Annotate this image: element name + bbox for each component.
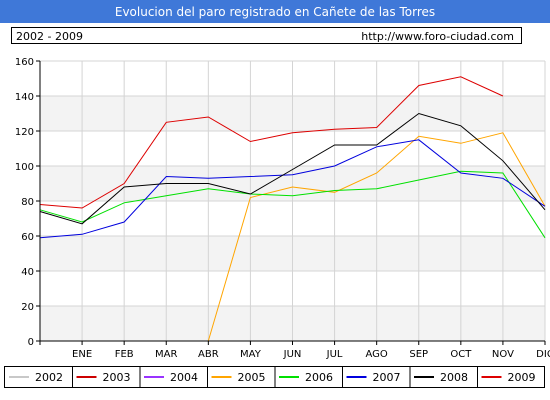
y-tick-label: 20	[21, 302, 34, 313]
x-tick-label: JUN	[283, 349, 302, 360]
y-tick-label: 160	[15, 57, 34, 68]
legend-label-2005: 2005	[238, 371, 266, 384]
legend: 2002 2003 2004 2005 2006 2007 2008 2009	[9, 367, 536, 387]
grid-lines	[40, 60, 546, 341]
x-tick-label: FEB	[115, 349, 134, 360]
series-line-2009	[39, 76, 504, 209]
y-tick-label: 120	[15, 127, 34, 138]
x-tick-label: ENE	[72, 349, 92, 360]
x-tick-label: SEP	[409, 349, 428, 360]
series-line-2006	[39, 170, 546, 239]
x-tick-label: ABR	[198, 349, 219, 360]
y-tick-label: 0	[28, 337, 34, 348]
chart-title: Evolucion del paro registrado en Cañete …	[115, 5, 435, 19]
series-line-2005	[207, 132, 546, 342]
y-tick-label: 140	[15, 92, 34, 103]
series-lines	[39, 76, 546, 342]
x-tick-label: AGO	[366, 349, 388, 360]
legend-label-2008: 2008	[440, 371, 468, 384]
info-bar	[11, 27, 522, 44]
source-url[interactable]: http://www.foro-ciudad.com	[361, 30, 514, 43]
series-line-2007	[39, 139, 546, 239]
x-tick-label: NOV	[492, 349, 514, 360]
x-tick-label: DIC	[536, 349, 550, 360]
y-tick-label: 80	[21, 197, 34, 208]
y-tick-label: 100	[15, 162, 34, 173]
x-tick-label: OCT	[450, 349, 472, 360]
legend-label-2002: 2002	[35, 371, 63, 384]
legend-label-2006: 2006	[305, 371, 333, 384]
x-tick-labels: ENE FEB MAR ABR MAY JUN JUL AGO SEP OCT NOV DIC	[72, 349, 550, 360]
legend-label-2004: 2004	[170, 371, 198, 384]
x-tick-label: JUL	[326, 349, 343, 360]
legend-label-2009: 2009	[508, 371, 536, 384]
legend-label-2003: 2003	[103, 371, 131, 384]
y-tick-label: 60	[21, 232, 34, 243]
y-tick-labels: 0 20 40 60 80 100 120 140 160	[15, 57, 34, 348]
x-tick-label: MAY	[240, 349, 262, 360]
series-line-2008	[39, 112, 546, 225]
legend-label-2007: 2007	[373, 371, 401, 384]
y-tick-label: 40	[21, 267, 34, 278]
title-bar	[0, 0, 550, 23]
axes	[36, 60, 546, 345]
x-tick-label: MAR	[155, 349, 177, 360]
period-label: 2002 - 2009	[16, 30, 83, 43]
